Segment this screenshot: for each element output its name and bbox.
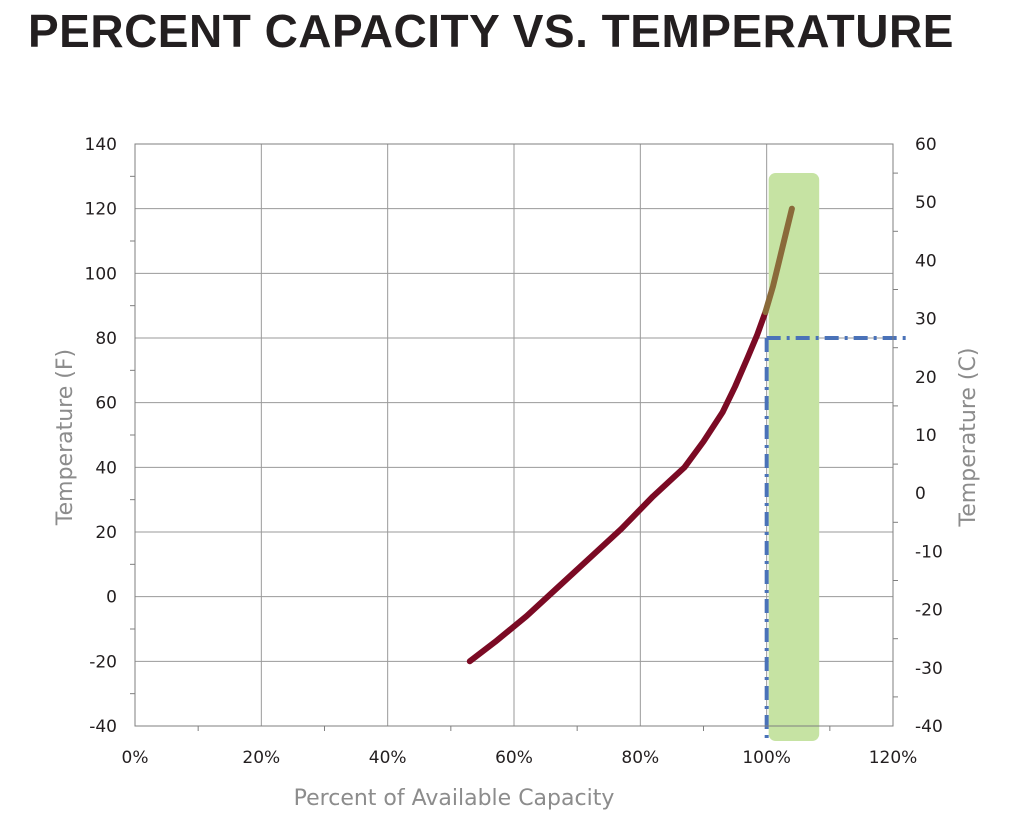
y-tick-label: 120 xyxy=(85,200,117,220)
y2-tick-label: 50 xyxy=(915,193,937,213)
y2-tick-label: -20 xyxy=(915,601,943,621)
chart-title: PERCENT CAPACITY VS. TEMPERATURE xyxy=(28,5,954,57)
y-tick-label: 80 xyxy=(95,329,117,349)
y2-tick-label: 30 xyxy=(915,310,937,330)
series-layer xyxy=(466,205,795,665)
series-line-1 xyxy=(466,309,769,665)
y2-tick-labels: -40 -30 -20 -10 0 10 20 30 40 50 60 xyxy=(915,135,943,737)
y-tick-label: 0 xyxy=(106,588,117,608)
x-tick-label: 40% xyxy=(369,748,407,768)
x-axis-label: Percent of Available Capacity xyxy=(294,786,615,811)
y2-tick-label: 60 xyxy=(915,135,937,155)
y2-tick-label: 0 xyxy=(915,484,926,504)
x-tick-label: 100% xyxy=(742,748,791,768)
x-tick-labels: 0% 20% 40% 60% 80% 100% 120% xyxy=(122,748,918,768)
y-tick-label: 20 xyxy=(95,523,117,543)
y-tick-label: -20 xyxy=(89,652,117,672)
y-tick-label: 40 xyxy=(95,458,117,478)
x-tick-label: 20% xyxy=(242,748,280,768)
y2-tick-label: 20 xyxy=(915,368,937,388)
reference-lines xyxy=(764,336,911,740)
y-axis-label: Temperature (F) xyxy=(53,349,78,526)
y2-tick-label: 40 xyxy=(915,251,937,271)
minor-ticks xyxy=(130,172,898,731)
y2-axis-label: Temperature (C) xyxy=(956,348,981,528)
y2-tick-label: -30 xyxy=(915,659,943,679)
x-tick-label: 120% xyxy=(869,748,918,768)
y2-tick-label: -10 xyxy=(915,542,943,562)
x-tick-label: 60% xyxy=(495,748,533,768)
y-tick-labels: -40 -20 0 20 40 60 80 100 120 140 xyxy=(85,135,117,737)
y-tick-label: 60 xyxy=(95,394,117,414)
y-tick-label: -40 xyxy=(89,717,117,737)
x-tick-label: 0% xyxy=(122,748,149,768)
y-tick-label: 100 xyxy=(85,264,117,284)
highlight-band xyxy=(768,173,820,741)
x-tick-label: 80% xyxy=(621,748,659,768)
y2-tick-label: 10 xyxy=(915,426,937,446)
series-line-2 xyxy=(762,205,795,316)
y2-tick-label: -40 xyxy=(915,717,943,737)
y-tick-label: 140 xyxy=(85,135,117,155)
